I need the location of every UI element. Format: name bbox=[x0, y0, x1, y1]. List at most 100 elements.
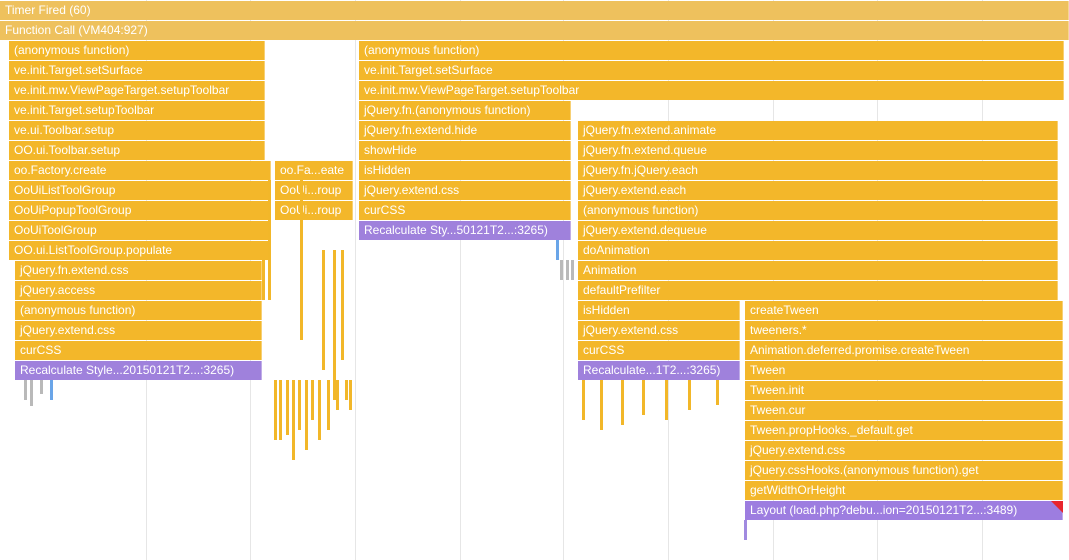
flame-sliver bbox=[279, 380, 282, 440]
flame-sliver bbox=[621, 380, 624, 425]
gridline bbox=[982, 0, 983, 560]
layout-warning-marker bbox=[1051, 501, 1063, 513]
flame-bar-a-0[interactable]: (anonymous function) bbox=[9, 41, 265, 60]
gridline bbox=[563, 0, 564, 560]
flame-bar-c-11[interactable]: curCSS bbox=[578, 341, 740, 360]
flame-bar-a-3[interactable]: ve.init.Target.setupToolbar bbox=[9, 101, 265, 120]
gridline bbox=[146, 0, 147, 560]
flame-sliver bbox=[24, 380, 27, 400]
gridline bbox=[877, 0, 878, 560]
flame-bar-d-6[interactable]: Tween.propHooks._default.get bbox=[745, 421, 1063, 440]
flame-bar-a-8[interactable]: OoUiPopupToolGroup bbox=[9, 201, 271, 220]
flame-bar-c-12[interactable]: Recalculate...1T2...:3265) bbox=[578, 361, 740, 380]
flame-bar-b-1[interactable]: ve.init.Target.setSurface bbox=[359, 61, 1064, 80]
flame-sliver bbox=[642, 380, 645, 415]
flame-bar-c-0[interactable]: jQuery.fn.extend.animate bbox=[578, 121, 1058, 140]
flame-bar-a-14[interactable]: jQuery.extend.css bbox=[15, 321, 262, 340]
flame-sliver bbox=[566, 260, 569, 280]
flame-bar-d-7[interactable]: jQuery.extend.css bbox=[745, 441, 1063, 460]
flame-sliver bbox=[268, 180, 271, 300]
gridline bbox=[668, 0, 669, 560]
flame-bar-fn-call[interactable]: Function Call (VM404:927) bbox=[0, 21, 1069, 40]
flame-bar-d-2[interactable]: Animation.deferred.promise.createTween bbox=[745, 341, 1063, 360]
flame-bar-a-11[interactable]: jQuery.fn.extend.css bbox=[15, 261, 262, 280]
flame-bar-a-5[interactable]: OO.ui.Toolbar.setup bbox=[9, 141, 265, 160]
flame-bar-c-1[interactable]: jQuery.fn.extend.queue bbox=[578, 141, 1058, 160]
flame-bar-d-10[interactable]: Layout (load.php?debu...ion=20150121T2..… bbox=[745, 501, 1063, 520]
flame-bar-a-13[interactable]: (anonymous function) bbox=[15, 301, 262, 320]
flame-bar-b-8[interactable]: curCSS bbox=[359, 201, 571, 220]
flame-bar-a-9[interactable]: OoUiToolGroup bbox=[9, 221, 271, 240]
flame-bar-c-2[interactable]: jQuery.fn.jQuery.each bbox=[578, 161, 1058, 180]
flame-sliver bbox=[30, 380, 33, 406]
flame-sliver bbox=[571, 260, 574, 280]
flame-bar-a-2[interactable]: ve.init.mw.ViewPageTarget.setupToolbar bbox=[9, 81, 265, 100]
flame-sliver bbox=[336, 380, 339, 410]
flame-bar-c-3[interactable]: jQuery.extend.each bbox=[578, 181, 1058, 200]
flame-bar-c-5[interactable]: jQuery.extend.dequeue bbox=[578, 221, 1058, 240]
flame-bar-b-0[interactable]: (anonymous function) bbox=[359, 41, 1064, 60]
flame-sliver bbox=[318, 380, 321, 440]
flame-bar-c-8[interactable]: defaultPrefilter bbox=[578, 281, 1058, 300]
flame-sliver bbox=[292, 380, 295, 460]
flame-bar-b-3[interactable]: jQuery.fn.(anonymous function) bbox=[359, 101, 571, 120]
flame-sliver bbox=[311, 380, 314, 420]
flame-sliver bbox=[50, 380, 53, 400]
flame-bar-d-9[interactable]: getWidthOrHeight bbox=[745, 481, 1063, 500]
flame-sliver bbox=[600, 380, 603, 430]
flame-bar-a-10[interactable]: OO.ui.ListToolGroup.populate bbox=[9, 241, 271, 260]
flame-bar-b-9[interactable]: Recalculate Sty...50121T2...:3265) bbox=[359, 221, 571, 240]
flame-sliver bbox=[744, 520, 747, 540]
flame-bar-d-5[interactable]: Tween.cur bbox=[745, 401, 1063, 420]
flame-bar-a-15[interactable]: curCSS bbox=[15, 341, 262, 360]
flame-bar-timer[interactable]: Timer Fired (60) bbox=[0, 1, 1069, 20]
flame-bar-a-7[interactable]: OoUiListToolGroup bbox=[9, 181, 271, 200]
flame-bar-d-0[interactable]: createTween bbox=[745, 301, 1063, 320]
flame-bar-b-2[interactable]: ve.init.mw.ViewPageTarget.setupToolbar bbox=[359, 81, 1064, 100]
flame-bar-a-12[interactable]: jQuery.access bbox=[15, 281, 262, 300]
flame-sliver bbox=[560, 260, 563, 280]
flame-sliver bbox=[262, 260, 265, 300]
flame-bar-d-1[interactable]: tweeners.* bbox=[745, 321, 1063, 340]
flame-sliver bbox=[716, 380, 719, 405]
flame-bar-c-7[interactable]: Animation bbox=[578, 261, 1058, 280]
gridline bbox=[773, 0, 774, 560]
flame-bar-a-16[interactable]: Recalculate Style...20150121T2...:3265) bbox=[15, 361, 262, 380]
flame-sliver bbox=[341, 250, 344, 360]
flame-bar-c-9[interactable]: isHidden bbox=[578, 301, 740, 320]
flame-sliver bbox=[665, 380, 668, 420]
flame-bar-b-7[interactable]: jQuery.extend.css bbox=[359, 181, 571, 200]
flame-sliver bbox=[286, 380, 289, 435]
flame-sliver bbox=[345, 380, 348, 400]
flame-sliver bbox=[40, 380, 43, 394]
flame-bar-b-6[interactable]: isHidden bbox=[359, 161, 571, 180]
gridline bbox=[250, 0, 251, 560]
flame-bar-a-side-0[interactable]: oo.Fa...eate bbox=[275, 161, 353, 180]
flame-bar-a-side-1[interactable]: OoUi...roup bbox=[275, 181, 353, 200]
flame-bar-a-side-2[interactable]: OoUi...roup bbox=[275, 201, 353, 220]
flame-bar-c-4[interactable]: (anonymous function) bbox=[578, 201, 1058, 220]
flame-bar-c-10[interactable]: jQuery.extend.css bbox=[578, 321, 740, 340]
flame-sliver bbox=[298, 380, 301, 430]
flame-sliver bbox=[305, 380, 308, 450]
flame-bar-a-1[interactable]: ve.init.Target.setSurface bbox=[9, 61, 265, 80]
flame-bar-a-4[interactable]: ve.ui.Toolbar.setup bbox=[9, 121, 265, 140]
flame-bar-b-4[interactable]: jQuery.fn.extend.hide bbox=[359, 121, 571, 140]
flame-bar-a-6[interactable]: oo.Factory.create bbox=[9, 161, 271, 180]
flame-sliver bbox=[349, 380, 352, 410]
flame-sliver bbox=[556, 240, 559, 260]
flame-sliver bbox=[322, 250, 325, 370]
flame-bar-d-8[interactable]: jQuery.cssHooks.(anonymous function).get bbox=[745, 461, 1063, 480]
flame-bar-d-4[interactable]: Tween.init bbox=[745, 381, 1063, 400]
gridline bbox=[460, 0, 461, 560]
flame-sliver bbox=[300, 180, 303, 340]
flame-sliver bbox=[274, 380, 277, 440]
flame-sliver bbox=[333, 250, 336, 400]
flame-bar-b-5[interactable]: showHide bbox=[359, 141, 571, 160]
flame-sliver bbox=[582, 380, 585, 420]
gridline bbox=[355, 0, 356, 560]
flame-bar-d-3[interactable]: Tween bbox=[745, 361, 1063, 380]
flame-sliver bbox=[688, 380, 691, 410]
flame-bar-c-6[interactable]: doAnimation bbox=[578, 241, 1058, 260]
